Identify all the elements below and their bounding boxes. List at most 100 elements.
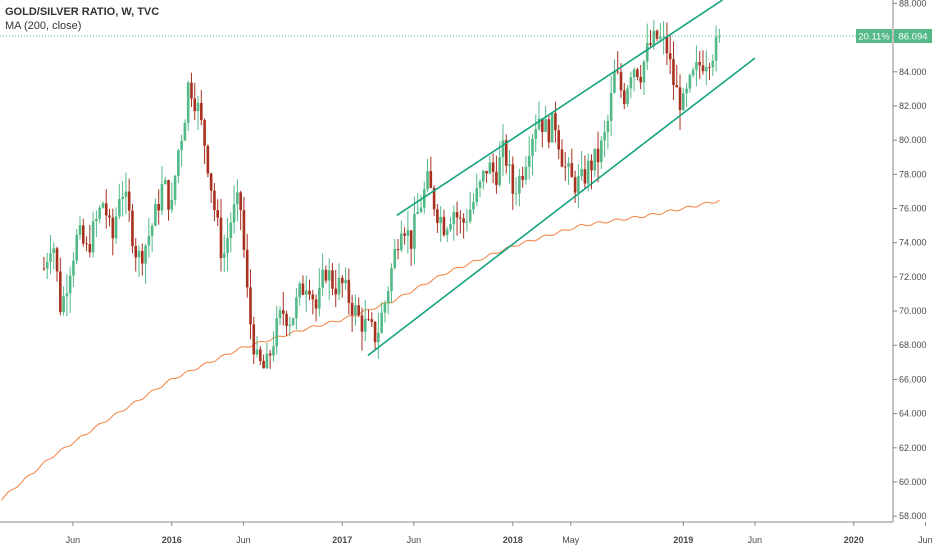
candle-body (708, 66, 711, 68)
price-tick-label: 58.000 (899, 511, 927, 521)
candle-body (465, 221, 469, 223)
candle-body (81, 225, 85, 244)
candle-body (298, 283, 301, 298)
candle-body (62, 296, 65, 313)
candle-body (114, 216, 118, 239)
candle-body (514, 193, 518, 195)
candle-body (659, 36, 662, 39)
candle-body (265, 353, 269, 369)
candle-body (242, 210, 246, 250)
candle-body (314, 299, 318, 309)
candle-body (91, 221, 95, 253)
candle-body (341, 277, 344, 284)
candle-body (386, 291, 390, 304)
candle-body (360, 315, 364, 332)
candle-body (711, 60, 715, 68)
time-tick-label: 2017 (332, 535, 352, 545)
candle-body (59, 271, 62, 313)
candle-body (668, 53, 672, 60)
candle-body (563, 166, 567, 168)
candle-body (78, 225, 82, 235)
candle-body (331, 270, 334, 289)
candle-body (124, 191, 128, 197)
candle-body (272, 346, 275, 356)
candle-body (200, 102, 203, 120)
candle-body (304, 290, 308, 295)
candle-body (655, 30, 659, 39)
candle-body (491, 162, 495, 172)
trend-channel[interactable] (367, 0, 756, 357)
candle-body (645, 43, 649, 62)
candle-body (255, 349, 259, 355)
candle-body (636, 69, 639, 78)
candle-body (209, 173, 213, 191)
candle-body (468, 209, 472, 222)
candle-body (413, 213, 416, 249)
candle-body (222, 253, 226, 258)
candle-body (111, 217, 115, 239)
price-tick-label: 64.000 (899, 409, 927, 419)
time-axis[interactable]: Jun 2016 Jun 2017 Jun 2018 May 2019 Jun 2020 Jun (0, 521, 932, 545)
time-tick-label: 2020 (844, 535, 864, 545)
price-tick-label: 68.000 (899, 340, 927, 350)
candle-body (547, 119, 551, 143)
candle-body (501, 140, 505, 158)
candle-body (295, 297, 298, 319)
candle-body (118, 199, 121, 217)
price-axis[interactable]: 58.000 60.000 62.000 64.000 66.000 68.000 70.0… (892, 0, 927, 522)
candle-body (534, 129, 538, 139)
candle-body (560, 149, 564, 167)
candle-body (462, 218, 465, 223)
channel-line[interactable] (396, 0, 723, 217)
candle-body (285, 313, 288, 326)
candle-body (557, 130, 561, 150)
candle-body (167, 180, 170, 210)
candle-body (236, 192, 239, 205)
candle-body (675, 85, 679, 88)
candle-body (147, 235, 151, 246)
candle-body (377, 332, 380, 343)
candle-body (691, 69, 695, 76)
candle-body (367, 318, 370, 320)
time-tick-label: 2016 (162, 535, 182, 545)
price-tick-label: 80.000 (899, 135, 927, 145)
candle-body (642, 61, 646, 83)
candle-body (583, 169, 587, 184)
candle-body (629, 77, 633, 89)
candle-body (42, 268, 46, 270)
candle-body (206, 145, 210, 174)
candle-body (481, 170, 485, 182)
indicator-label[interactable]: MA (200, close) (5, 20, 82, 32)
candle-body (232, 204, 236, 223)
candle-body (347, 279, 351, 303)
candle-body (593, 148, 597, 171)
channel-line[interactable] (367, 57, 756, 357)
candle-body (531, 138, 534, 156)
price-tick-label: 74.000 (899, 238, 927, 248)
candle-body (590, 160, 593, 171)
candle-body (321, 269, 324, 288)
candle-body (275, 318, 279, 347)
candle-body (308, 290, 311, 295)
candle-body (173, 175, 177, 200)
candle-body (586, 160, 590, 184)
candle-body (619, 72, 623, 91)
candle-body (442, 216, 446, 236)
candle-body (190, 82, 193, 99)
candle-body (259, 349, 262, 361)
candle-body (472, 202, 475, 210)
candle-body (229, 222, 233, 238)
candle-body (49, 253, 52, 262)
candle-body (488, 162, 492, 174)
candle-body (226, 237, 229, 254)
candle-body (422, 189, 426, 208)
candle-body (406, 230, 410, 236)
candles (42, 19, 721, 369)
candle-body (101, 203, 105, 208)
candle-body (521, 175, 524, 180)
candle-body (639, 77, 642, 83)
candle-body (695, 62, 698, 70)
candle-body (180, 140, 183, 151)
candle-body (390, 267, 393, 292)
